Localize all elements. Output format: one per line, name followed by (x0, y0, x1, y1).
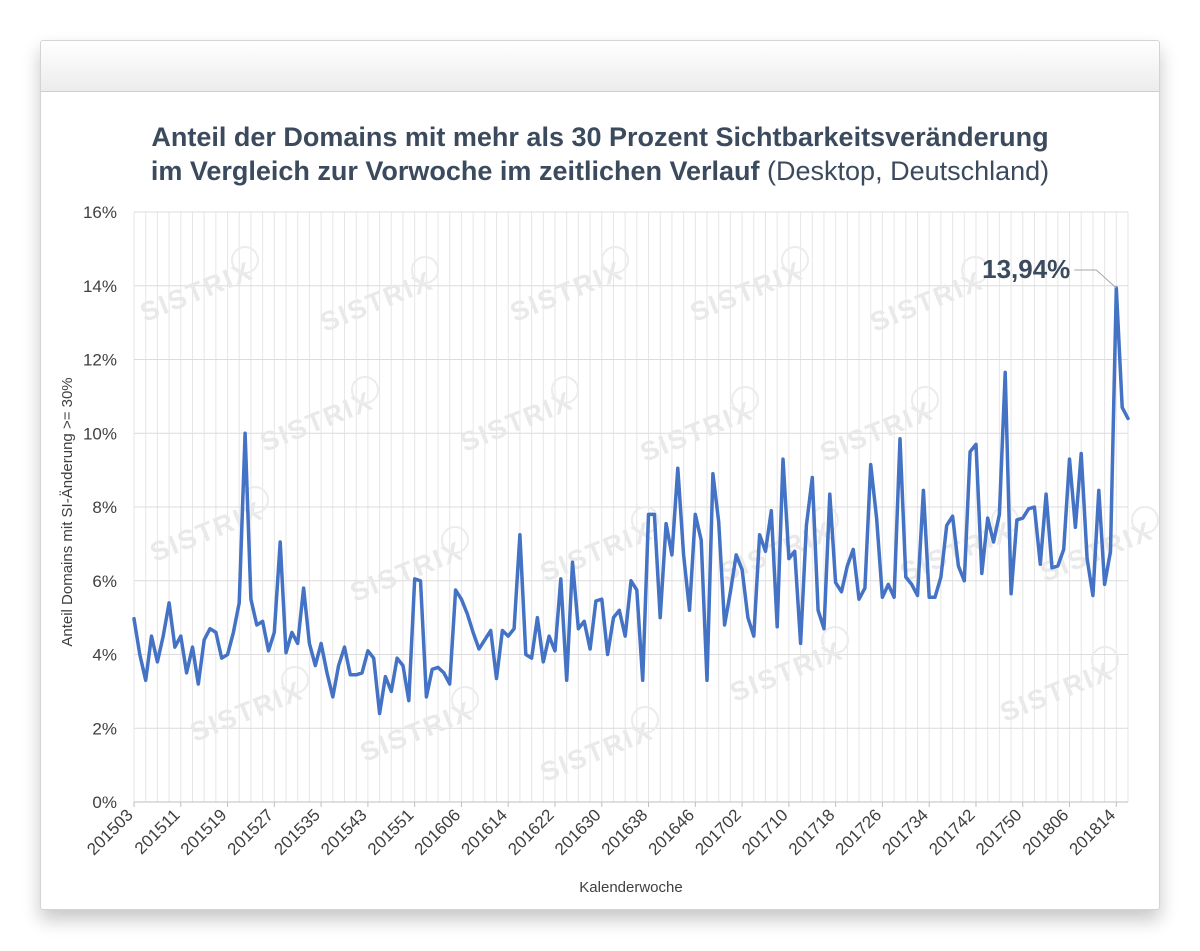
watermark-magnifier-icon (281, 666, 309, 694)
watermark-text: SISTRIX (316, 265, 438, 337)
x-tick-label: 201702 (691, 805, 745, 859)
x-tick-label: 201750 (972, 805, 1026, 859)
y-tick-label: 12% (83, 351, 117, 370)
watermark-magnifier-icon (231, 246, 259, 274)
watermark-text: SISTRIX (636, 395, 758, 467)
watermark-magnifier-icon (631, 506, 659, 534)
y-tick-label: 16% (83, 203, 117, 222)
watermark-text: SISTRIX (456, 385, 578, 457)
x-tick-label: 201638 (598, 805, 652, 859)
chart-title-line1: Anteil der Domains mit mehr als 30 Proze… (151, 122, 1049, 152)
watermark-text: SISTRIX (726, 635, 848, 707)
y-tick-label: 2% (92, 719, 117, 738)
watermark-text: SISTRIX (346, 535, 468, 607)
chart-card (40, 40, 1160, 910)
x-tick-label: 201806 (1019, 805, 1073, 859)
watermark-magnifier-icon (601, 246, 629, 274)
x-tick-label: 201519 (177, 805, 231, 859)
x-tick-label: 201614 (457, 805, 511, 859)
watermark-text: SISTRIX (536, 715, 658, 787)
y-tick-label: 4% (92, 646, 117, 665)
x-tick-label: 201718 (785, 805, 839, 859)
peak-annotation-label: 13,94% (982, 254, 1070, 284)
x-tick-label: 201622 (504, 805, 558, 859)
watermark-magnifier-icon (781, 246, 809, 274)
watermark-magnifier-icon (1131, 506, 1159, 534)
y-axis-title: Anteil Domains mit SI-Änderung >= 30% (59, 377, 76, 646)
x-axis-title: Kalenderwoche (579, 879, 682, 896)
watermark-text: SISTRIX (536, 515, 658, 587)
watermark-magnifier-icon (811, 506, 839, 534)
watermark-text: SISTRIX (866, 265, 988, 337)
watermark-text: SISTRIX (996, 655, 1118, 727)
watermark-magnifier-icon (441, 526, 469, 554)
y-tick-label: 8% (92, 498, 117, 517)
card-header (41, 41, 1159, 92)
chart-title-line2: im Vergleich zur Vorwoche im zeitlichen … (150, 156, 1050, 186)
watermark-text: SISTRIX (356, 695, 478, 767)
watermark-magnifier-icon (731, 386, 759, 414)
watermark-magnifier-icon (961, 256, 989, 284)
series-line (132, 286, 1130, 716)
x-tick-label: 201734 (878, 805, 932, 859)
watermark-magnifier-icon (551, 376, 579, 404)
x-tick-label: 201535 (270, 805, 324, 859)
x-tick-label: 201630 (551, 805, 605, 859)
watermark-text: SISTRIX (816, 395, 938, 467)
chart-title-suffix: (Desktop, Deutschland) (767, 156, 1050, 186)
y-tick-label: 10% (83, 424, 117, 443)
y-tick-label: 6% (92, 572, 117, 591)
watermark-magnifier-icon (911, 386, 939, 414)
x-tick-label: 201503 (83, 805, 137, 859)
x-tick-label: 201646 (645, 805, 699, 859)
watermark-magnifier-icon (351, 376, 379, 404)
x-tick-label: 201511 (131, 805, 184, 858)
x-tick-label: 201814 (1066, 805, 1120, 859)
watermark-magnifier-icon (451, 686, 479, 714)
x-tick-label: 201726 (832, 805, 886, 859)
watermark-magnifier-icon (411, 256, 439, 284)
watermark-magnifier-icon (1091, 646, 1119, 674)
x-tick-label: 201606 (411, 805, 465, 859)
annotation-leader-line (1074, 269, 1117, 289)
y-tick-label: 0% (92, 793, 117, 812)
watermark-magnifier-icon (631, 706, 659, 734)
x-tick-label: 201527 (224, 805, 278, 859)
x-tick-label: 201551 (364, 805, 418, 859)
x-tick-label: 201710 (738, 805, 792, 859)
y-tick-label: 14% (83, 277, 117, 296)
x-tick-label: 201543 (317, 805, 371, 859)
watermark-magnifier-icon (821, 626, 849, 654)
x-tick-label: 201742 (925, 805, 979, 859)
